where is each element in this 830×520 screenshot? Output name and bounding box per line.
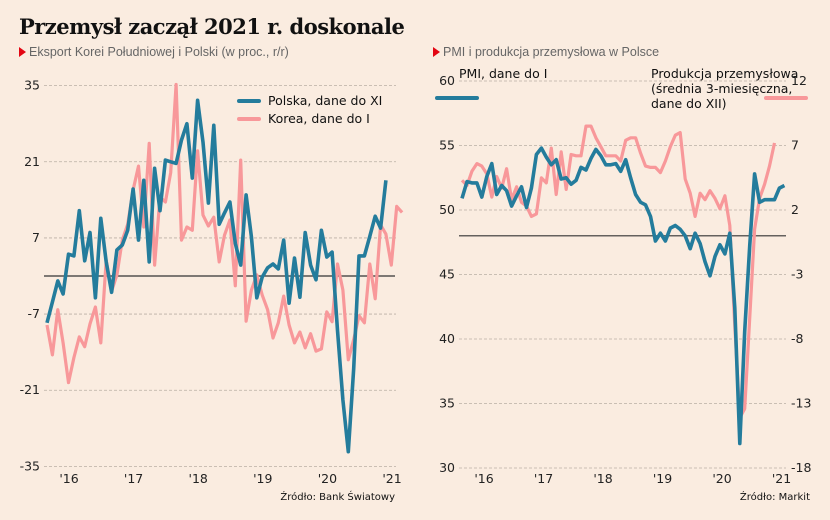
legend-label-pmi: PMI, dane do I [459, 66, 547, 81]
x-tick-label: '20 [318, 471, 337, 486]
y-tick-label-left: 55 [439, 138, 455, 153]
y-tick-label: 7 [32, 230, 40, 245]
x-tick-label: '18 [593, 471, 612, 486]
left-subtitle-text: Eksport Korei Południowej i Polski (w pr… [29, 45, 289, 59]
x-tick-label: '21 [382, 471, 401, 486]
y-tick-label-right: -13 [791, 396, 811, 411]
y-tick-label-left: 35 [439, 396, 455, 411]
x-tick-label: '19 [253, 471, 272, 486]
triangle-bullet-icon [19, 47, 26, 57]
right-chart-subtitle: PMI i produkcja przemysłowa w Polsce [433, 45, 659, 59]
x-tick-label: '16 [59, 471, 78, 486]
y-tick-label-right: -8 [791, 331, 804, 346]
polska-line [45, 98, 388, 454]
x-tick-label: '20 [712, 471, 731, 486]
y-tick-label-right: 7 [791, 138, 799, 153]
y-tick-label-right: 12 [791, 73, 807, 88]
left-chart-subtitle: Eksport Korei Południowej i Polski (w pr… [19, 45, 289, 59]
y-tick-label: 21 [24, 154, 40, 169]
page-title: Przemysł zaczął 2021 r. doskonale [19, 14, 405, 39]
y-tick-label: -21 [20, 382, 40, 397]
y-tick-label-right: -3 [791, 267, 803, 282]
y-tick-label-left: 60 [439, 73, 455, 88]
y-tick-label-left: 30 [439, 460, 455, 475]
legend-label-production: Produkcja przemysłowa [651, 66, 798, 81]
x-tick-label: '17 [534, 471, 553, 486]
source-label: Źródło: Bank Światowy [280, 490, 395, 503]
x-tick-label: '16 [474, 471, 493, 486]
x-tick-label: '19 [653, 471, 672, 486]
x-tick-label: '18 [189, 471, 208, 486]
legend-label-production: dane do XII) [651, 96, 727, 111]
legend-label-polska: Polska, dane do XI [268, 93, 382, 108]
x-tick-label: '17 [124, 471, 143, 486]
y-tick-label-right: -18 [791, 460, 811, 475]
legend-label-korea: Korea, dane do I [268, 111, 370, 126]
y-tick-label-left: 40 [439, 331, 455, 346]
y-tick-label: 35 [24, 78, 40, 93]
y-tick-label-left: 45 [439, 267, 455, 282]
triangle-bullet-icon [433, 47, 440, 57]
source-label: Źródło: Markit [740, 490, 810, 503]
legend-label-production: (średnia 3-miesięczna, [651, 81, 792, 96]
right-subtitle-text: PMI i produkcja przemysłowa w Polsce [443, 45, 660, 59]
y-tick-label-right: 2 [791, 202, 799, 217]
x-tick-label: '21 [772, 471, 791, 486]
pmi-line [460, 146, 786, 446]
production-line [460, 124, 777, 420]
y-tick-label-left: 50 [439, 202, 455, 217]
y-tick-label: -35 [20, 458, 40, 473]
y-tick-label: -7 [28, 306, 40, 321]
